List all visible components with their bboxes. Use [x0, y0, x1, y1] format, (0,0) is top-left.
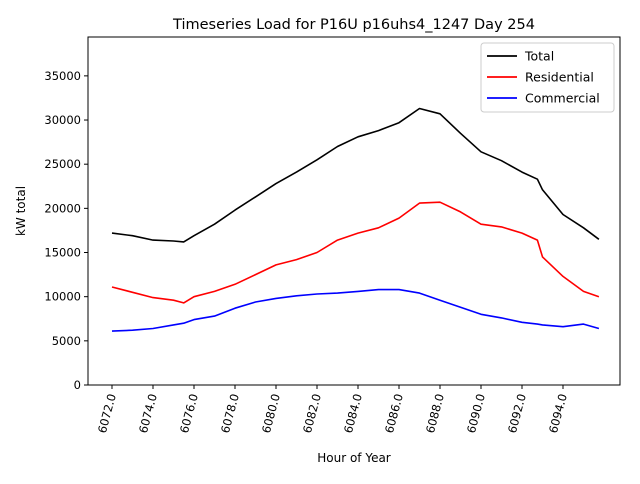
- x-tick-label: 6086.0: [382, 392, 406, 435]
- x-tick-label: 6076.0: [177, 392, 201, 435]
- legend-label-total: Total: [524, 49, 554, 64]
- legend-label-residential: Residential: [525, 70, 594, 85]
- y-tick-label: 15000: [44, 246, 81, 260]
- legend: Total Residential Commercial: [480, 42, 615, 113]
- x-tick-label: 6088.0: [423, 392, 447, 435]
- x-tick-label: 6092.0: [505, 392, 529, 435]
- series-line-total: [111, 107, 600, 243]
- x-tick-label: 6074.0: [136, 392, 160, 435]
- chart-title: Timeseries Load for P16U p16uhs4_1247 Da…: [172, 17, 535, 33]
- y-tick-label: 20000: [44, 201, 81, 215]
- x-tick-label: 6090.0: [464, 392, 488, 435]
- x-tick-label: 6082.0: [300, 392, 324, 435]
- y-tick-label: 0: [74, 378, 81, 392]
- legend-box: [480, 42, 615, 113]
- x-tick-label: 6078.0: [218, 392, 242, 435]
- x-axis-label: Hour of Year: [317, 451, 391, 465]
- series-line-residential: [111, 201, 600, 304]
- y-axis-label: kW total: [14, 186, 28, 236]
- x-tick-label: 6094.0: [546, 392, 570, 435]
- x-tick-label: 6084.0: [341, 392, 365, 435]
- y-tick-label: 5000: [52, 334, 81, 348]
- x-tick-label: 6072.0: [95, 392, 119, 435]
- legend-label-commercial: Commercial: [525, 91, 600, 106]
- y-tick-label: 35000: [44, 69, 81, 83]
- y-tick-label: 30000: [44, 113, 81, 127]
- plot-area-frame: [87, 36, 621, 386]
- x-tick-label: 6080.0: [259, 392, 283, 435]
- series-line-commercial: [111, 288, 600, 332]
- y-tick-label: 25000: [44, 157, 81, 171]
- y-tick-label: 10000: [44, 290, 81, 304]
